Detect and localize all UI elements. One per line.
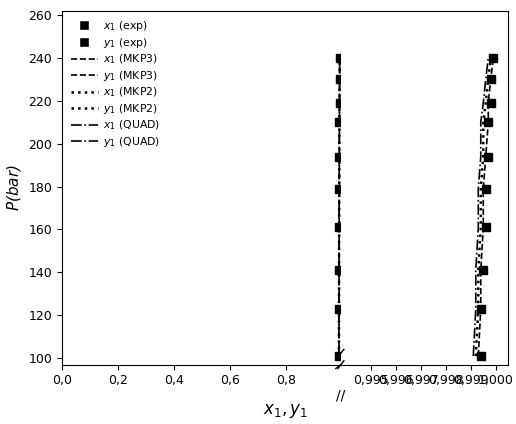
Text: $x_1, y_1$: $x_1, y_1$ — [263, 402, 308, 420]
Legend: $x_1$ (exp), $y_1$ (exp), $x_1$ (MKP3), $y_1$ (MKP3), $x_1$ (MKP2), $y_1$ (MKP2): $x_1$ (exp), $y_1$ (exp), $x_1$ (MKP3), … — [67, 16, 164, 152]
Text: //: // — [336, 389, 346, 403]
Y-axis label: $P$(bar): $P$(bar) — [5, 164, 23, 211]
